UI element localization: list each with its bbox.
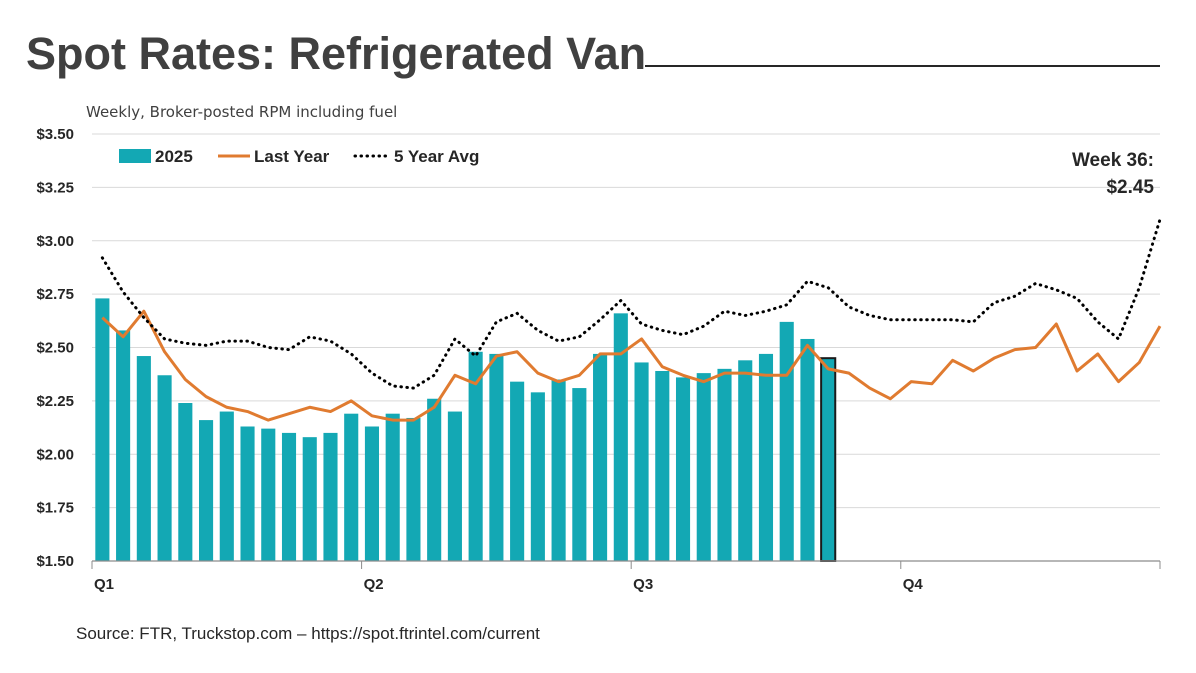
chart-subtitle: Weekly, Broker-posted RPM including fuel <box>86 103 397 121</box>
bar <box>323 432 338 561</box>
bars-2025 <box>95 298 837 562</box>
bar <box>240 426 255 561</box>
bar <box>593 353 608 561</box>
bar <box>95 298 110 561</box>
bar <box>281 432 297 561</box>
bar <box>157 375 172 561</box>
y-tick-label: $1.75 <box>36 500 74 517</box>
bar <box>364 426 380 561</box>
legend-label: Last Year <box>254 147 330 166</box>
bar <box>510 381 525 561</box>
annotation: Week 36: $2.45 <box>1072 150 1154 198</box>
bar <box>447 411 462 561</box>
bar <box>468 351 483 561</box>
bar <box>136 356 151 561</box>
y-tick-label: $2.25 <box>36 393 74 410</box>
y-tick-label: $3.50 <box>36 126 74 143</box>
series-lines <box>100 217 1162 422</box>
bar <box>779 321 794 561</box>
bar <box>758 353 774 561</box>
bar <box>199 420 214 561</box>
bar <box>344 413 359 561</box>
bar <box>302 437 317 561</box>
bar <box>261 428 276 561</box>
title-underline <box>645 65 1160 67</box>
bar <box>572 388 587 561</box>
legend-label: 5 Year Avg <box>394 147 479 166</box>
legend-swatch-2025 <box>119 149 151 163</box>
y-tick-label: $2.75 <box>36 286 74 303</box>
y-tick-label: $2.50 <box>36 340 74 357</box>
quarter-label: Q1 <box>94 576 114 593</box>
bar <box>406 417 421 561</box>
annotation-week: Week 36: <box>1072 150 1154 171</box>
axes: $1.50 $1.75 $2.00 $2.25 $2.50 $2.75 $3.00 $3.25… <box>36 126 1161 593</box>
page-title: Spot Rates: Refrigerated Van <box>26 28 647 79</box>
bar <box>178 403 193 561</box>
bar <box>634 362 649 561</box>
line-5-year-avg <box>100 217 1162 390</box>
bar <box>820 357 837 562</box>
bar <box>489 353 504 561</box>
bar <box>717 368 732 561</box>
y-tick-label: $2.00 <box>36 446 74 463</box>
bar <box>655 370 670 561</box>
bar <box>800 338 815 561</box>
bar <box>738 360 753 561</box>
source-note: Source: FTR, Truckstop.com – https://spo… <box>76 624 540 643</box>
bar <box>385 413 400 561</box>
y-tick-label: $1.50 <box>36 553 74 570</box>
bar <box>696 373 711 561</box>
line-last-year <box>101 309 1162 422</box>
y-tick-label: $3.25 <box>36 179 74 196</box>
legend-label: 2025 <box>155 147 193 166</box>
bar <box>427 398 442 561</box>
y-tick-label: $3.00 <box>36 233 74 250</box>
bar <box>219 411 234 561</box>
bar <box>613 313 628 561</box>
quarter-label: Q4 <box>903 576 924 593</box>
legend: 2025 Last Year 5 Year Avg <box>119 147 479 166</box>
quarter-label: Q3 <box>633 576 653 593</box>
bar <box>530 392 545 561</box>
annotation-value: $2.45 <box>1106 177 1154 198</box>
bar <box>675 377 691 561</box>
bar <box>116 330 131 561</box>
bar <box>551 379 566 561</box>
quarter-label: Q2 <box>364 576 384 593</box>
